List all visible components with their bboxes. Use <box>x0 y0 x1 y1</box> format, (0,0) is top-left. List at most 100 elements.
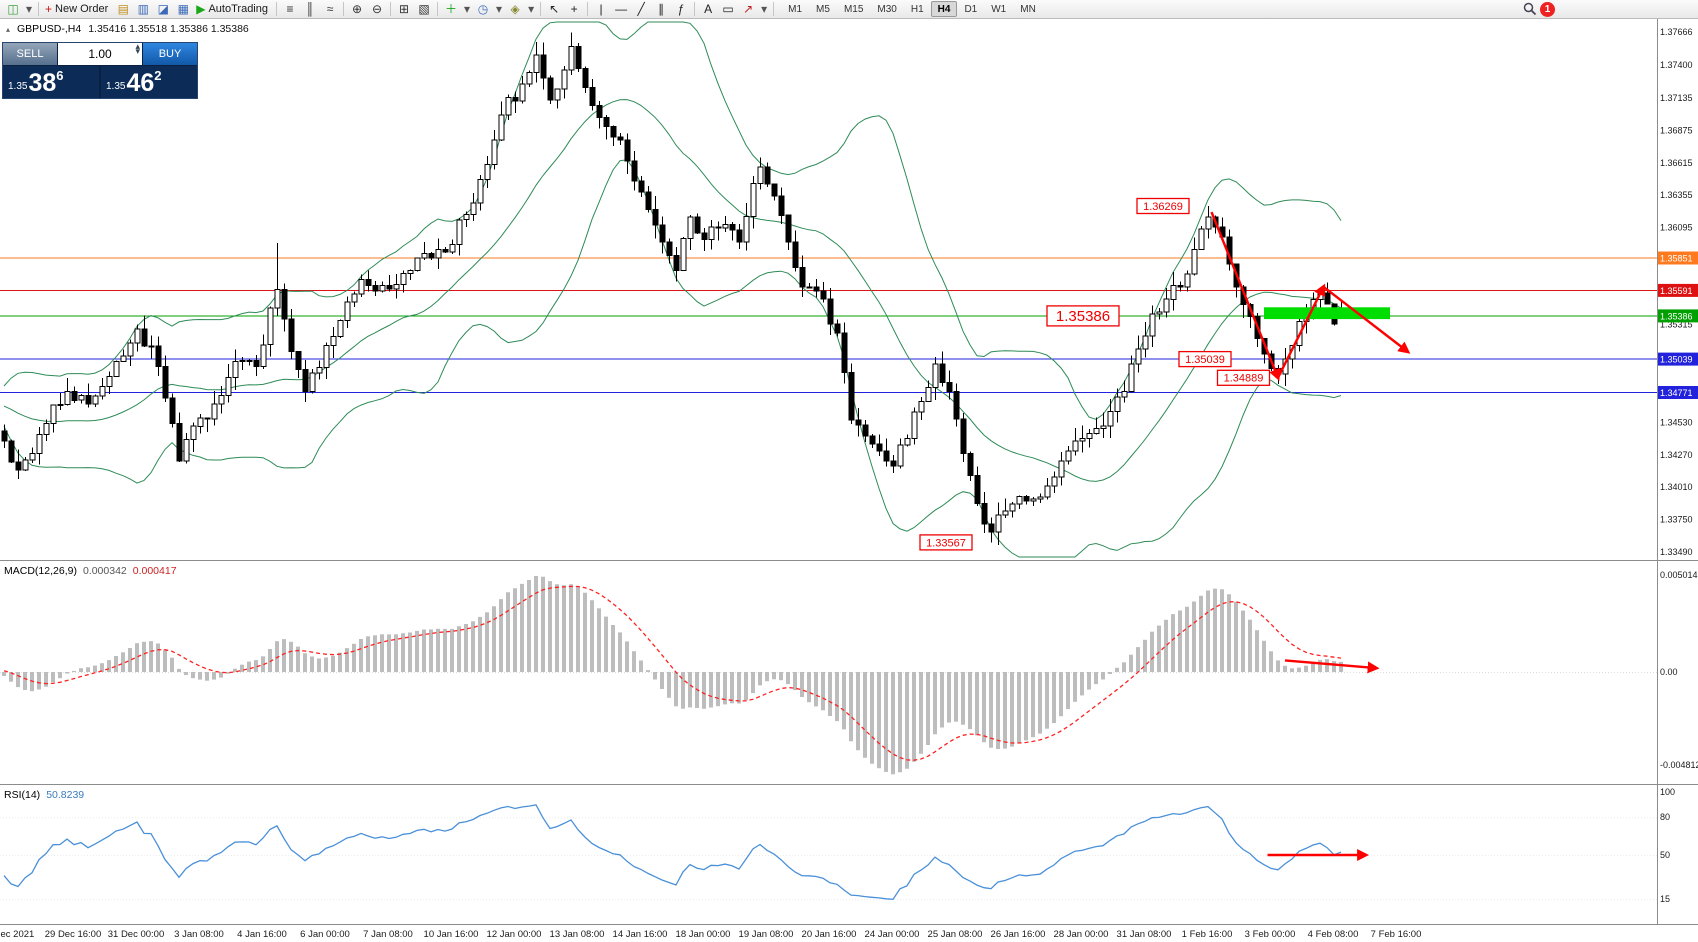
market-watch-button[interactable]: ▤ <box>113 1 133 18</box>
svg-text:7 Jan 08:00: 7 Jan 08:00 <box>363 929 413 940</box>
timeframe-h1-button[interactable]: H1 <box>910 3 924 15</box>
buy-price-sup: 2 <box>154 68 162 83</box>
horizontal-line-button[interactable]: — <box>611 1 631 18</box>
bar-chart-button[interactable]: ≡ <box>280 1 300 18</box>
volume-spinner[interactable]: ▴ ▾ <box>135 41 140 56</box>
svg-text:1.37666: 1.37666 <box>1660 27 1693 37</box>
indicators-dropdown[interactable]: ▾ <box>461 1 473 18</box>
chevron-down-icon: ▾ <box>26 2 33 16</box>
svg-text:1.35591: 1.35591 <box>1660 286 1693 296</box>
indicators-button[interactable]: ＋ <box>441 1 461 18</box>
toolbar-separator <box>540 2 542 16</box>
sell-button[interactable]: SELL <box>3 43 58 65</box>
chart-title: ▴ GBPUSD-,H4 1.35416 1.35518 1.35386 1.3… <box>6 23 249 35</box>
svg-text:13 Jan 08:00: 13 Jan 08:00 <box>550 929 605 940</box>
new-order-button[interactable]: + New Order <box>42 1 113 18</box>
periods-button[interactable]: ◷ <box>473 1 493 18</box>
svg-text:20 Jan 16:00: 20 Jan 16:00 <box>802 929 857 940</box>
svg-text:9 Dec 2021: 9 Dec 2021 <box>0 929 34 940</box>
volume-value[interactable]: 1.00 <box>88 47 112 61</box>
text-label-button[interactable]: ▭ <box>718 1 738 18</box>
arrows-button[interactable]: ↗ <box>738 1 758 18</box>
timeframe-m5-button[interactable]: M5 <box>816 3 830 15</box>
notification-badge[interactable]: 1 <box>1540 1 1555 17</box>
timeframe-m15-button[interactable]: M15 <box>843 3 864 15</box>
terminal-button[interactable]: ▦ <box>173 1 193 18</box>
autotrading-button[interactable]: ▶ AutoTrading <box>193 1 273 18</box>
rsi-value: 50.8239 <box>46 789 85 801</box>
svg-text:1.35315: 1.35315 <box>1660 320 1693 330</box>
svg-text:18 Jan 00:00: 18 Jan 00:00 <box>676 929 731 940</box>
svg-text:50: 50 <box>1660 850 1670 860</box>
price-label-boxes: 1.36269 1.35386 1.35039 1.34889 1.33567 <box>919 197 1271 551</box>
volume-field[interactable]: 1.00 ▴ ▾ <box>58 41 142 65</box>
clock-icon: ◷ <box>477 2 489 16</box>
tile-windows-button[interactable]: ⊞ <box>394 1 414 18</box>
data-window-button[interactable]: ▥ <box>133 1 153 18</box>
buy-price-big: 46 <box>126 69 155 98</box>
trendline-button[interactable]: ╱ <box>631 1 651 18</box>
cursor-button[interactable]: ↖ <box>544 1 564 18</box>
svg-text:1 Feb 16:00: 1 Feb 16:00 <box>1182 929 1233 940</box>
fibonacci-button[interactable]: ƒ <box>671 1 691 18</box>
chevron-down-icon: ▾ <box>761 2 768 16</box>
buy-price-prefix: 1.35 <box>106 81 126 92</box>
bar-chart-icon: ≡ <box>286 2 294 16</box>
trendline-icon: ╱ <box>637 2 645 16</box>
volume-increase-icon[interactable]: ▴ <box>135 41 140 51</box>
svg-text:100: 100 <box>1660 787 1675 797</box>
svg-text:6 Jan 00:00: 6 Jan 00:00 <box>300 929 350 940</box>
zoom-in-button[interactable]: ⊕ <box>347 1 367 18</box>
templates-dropdown[interactable]: ▾ <box>525 1 537 18</box>
timeframe-mn-button[interactable]: MN <box>1020 3 1036 15</box>
channel-icon: ∥ <box>658 2 665 16</box>
zoom-in-icon: ⊕ <box>351 2 363 16</box>
macd-label: MACD(12,26,9) 0.000342 0.000417 <box>4 565 177 577</box>
sell-price-sup: 6 <box>56 68 64 83</box>
timeframe-m1-button[interactable]: M1 <box>788 3 803 15</box>
zoom-out-button[interactable]: ⊖ <box>367 1 387 18</box>
svg-text:7 Feb 16:00: 7 Feb 16:00 <box>1371 929 1422 940</box>
crosshair-button[interactable]: + <box>564 1 584 18</box>
text-icon: A <box>704 2 713 16</box>
timeframe-w1-button[interactable]: W1 <box>991 3 1007 15</box>
price-axis: 1.37666 1.37400 1.37135 1.36875 1.36615 1.363… <box>1658 27 1698 904</box>
candlestick-chart-button[interactable]: ║ <box>300 1 320 18</box>
templates-button[interactable]: ◈ <box>505 1 525 18</box>
symbol-timeframe: GBPUSD-,H4 <box>17 23 82 35</box>
search-button[interactable] <box>1520 1 1540 18</box>
timeframe-d1-button[interactable]: D1 <box>964 3 978 15</box>
sell-price[interactable]: 1.35 38 6 <box>3 66 99 98</box>
profiles-dropdown[interactable]: ▾ <box>23 1 35 18</box>
timeframe-h4-button[interactable]: H4 <box>930 1 958 17</box>
macd-name: MACD(12,26,9) <box>4 565 77 577</box>
svg-text:1.33750: 1.33750 <box>1660 515 1693 525</box>
channel-button[interactable]: ∥ <box>651 1 671 18</box>
svg-text:14 Jan 16:00: 14 Jan 16:00 <box>613 929 668 940</box>
buy-button[interactable]: BUY <box>142 43 197 65</box>
arrows-dropdown[interactable]: ▾ <box>758 1 770 18</box>
svg-text:31 Jan 08:00: 31 Jan 08:00 <box>1117 929 1172 940</box>
line-chart-button[interactable]: ≈ <box>320 1 340 18</box>
svg-text:15: 15 <box>1660 894 1670 904</box>
svg-text:29 Dec 16:00: 29 Dec 16:00 <box>45 929 102 940</box>
main-toolbar: ◫ ▾ + New Order ▤ ▥ ◪ ▦ ▶ AutoTrading ≡ ║ ≈ ⊕ ⊖ ⊞ ▧ ＋ ▾ ◷ ▾ ◈… <box>0 0 1698 19</box>
auto-arrange-button[interactable]: ▧ <box>414 1 434 18</box>
text-button[interactable]: A <box>698 1 718 18</box>
chart-window-icon: ◫ <box>7 2 19 16</box>
autotrading-play-icon: ▶ <box>196 2 206 16</box>
buy-price[interactable]: 1.35 46 2 <box>101 66 197 98</box>
timeframe-m30-button[interactable]: M30 <box>877 3 897 15</box>
sell-price-prefix: 1.35 <box>8 81 28 92</box>
new-chart-button[interactable]: ◫ <box>3 1 23 18</box>
trend-arrows <box>1210 211 1411 382</box>
svg-text:80: 80 <box>1660 812 1670 822</box>
periods-dropdown[interactable]: ▾ <box>493 1 505 18</box>
navigator-button[interactable]: ◪ <box>153 1 173 18</box>
label-icon: ▭ <box>722 2 734 16</box>
horizontal-line-icon: — <box>615 2 628 16</box>
vertical-line-button[interactable]: | <box>591 1 611 18</box>
volume-decrease-icon[interactable]: ▾ <box>135 45 140 56</box>
chevron-down-icon: ▾ <box>464 2 471 16</box>
